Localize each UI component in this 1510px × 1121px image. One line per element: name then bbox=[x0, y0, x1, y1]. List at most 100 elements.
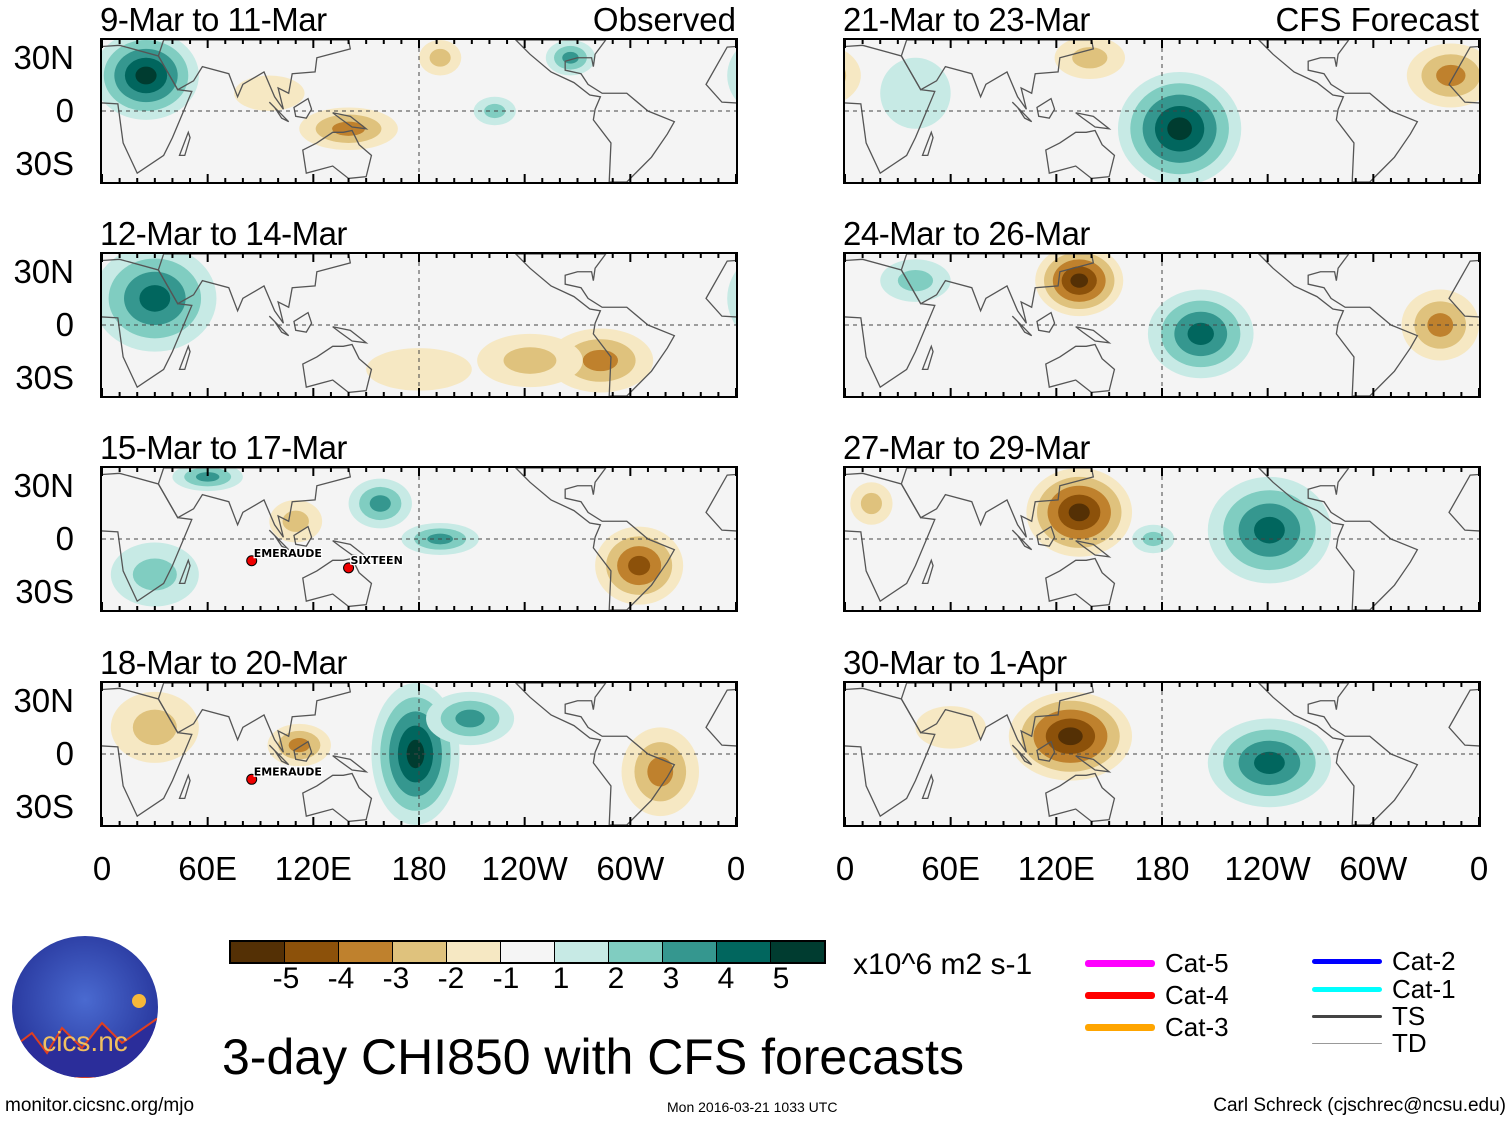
legend-line-icon bbox=[1312, 1015, 1382, 1018]
colorbar-tick: -5 bbox=[272, 962, 300, 995]
anomaly-contour bbox=[845, 69, 847, 82]
lat-label: 30S bbox=[15, 359, 74, 397]
lon-label: 60E bbox=[178, 850, 238, 887]
coastline bbox=[332, 540, 369, 558]
colorbar-units: x10^6 m2 s-1 bbox=[853, 948, 1033, 981]
coastline bbox=[1036, 740, 1056, 762]
coastline bbox=[921, 558, 934, 585]
legend-line-icon bbox=[1312, 959, 1382, 964]
coastline bbox=[845, 44, 936, 175]
colorbar-swatch bbox=[663, 942, 717, 962]
anomaly-map bbox=[100, 38, 738, 184]
coastline bbox=[921, 773, 934, 800]
coastline bbox=[293, 311, 313, 333]
map-panel: EMERAUDE bbox=[100, 681, 738, 827]
lat-label: 0 bbox=[55, 306, 74, 343]
legend-line-icon bbox=[1085, 1024, 1155, 1031]
lon-label: 60W bbox=[596, 850, 665, 887]
coastline bbox=[1075, 755, 1112, 773]
legend-item: Cat-4 bbox=[1085, 980, 1229, 1011]
coastline bbox=[332, 755, 369, 773]
coastline bbox=[1045, 557, 1116, 608]
map-panel bbox=[843, 252, 1481, 398]
lat-label: 30S bbox=[15, 573, 74, 611]
storm-marker[interactable]: EMERAUDE bbox=[246, 546, 323, 567]
colorbar-swatch bbox=[771, 942, 824, 962]
lon-label: 120E bbox=[274, 850, 352, 887]
coastline bbox=[1045, 343, 1116, 394]
legend-line-icon bbox=[1312, 987, 1382, 992]
lon-label: 120W bbox=[1224, 850, 1311, 887]
anomaly-contour bbox=[1070, 273, 1089, 288]
storm-label: EMERAUDE bbox=[254, 765, 322, 778]
anomaly-contour bbox=[1142, 531, 1164, 547]
anomaly-contour bbox=[139, 285, 171, 312]
lon-label: 60W bbox=[1339, 850, 1408, 887]
lon-label: 0 bbox=[835, 850, 855, 887]
lon-label: 0 bbox=[92, 850, 112, 887]
storm-marker[interactable]: SIXTEEN bbox=[343, 553, 404, 574]
legend-item: Cat-2 bbox=[1312, 946, 1456, 977]
anomaly-contour bbox=[132, 558, 177, 591]
footer-url[interactable]: monitor.cicsnc.org/mjo bbox=[5, 1095, 195, 1116]
lat-label: 30N bbox=[13, 466, 74, 504]
anomaly-map bbox=[100, 252, 738, 398]
coastline bbox=[845, 258, 936, 389]
coastline bbox=[102, 258, 193, 389]
figure-title: 3-day CHI850 with CFS forecasts bbox=[222, 1029, 964, 1085]
coastline bbox=[268, 315, 290, 337]
coastline bbox=[302, 557, 373, 608]
legend-label: Cat-5 bbox=[1165, 948, 1229, 978]
coastline bbox=[845, 687, 936, 818]
coastline bbox=[157, 254, 352, 324]
map-panel: EMERAUDE SIXTEEN bbox=[100, 466, 738, 612]
map-panel bbox=[843, 681, 1481, 827]
logo-text: cics.nc bbox=[42, 1026, 128, 1057]
anomaly-contour bbox=[1167, 117, 1192, 141]
coastline bbox=[178, 344, 191, 371]
legend-label: TD bbox=[1392, 1028, 1427, 1058]
coastline bbox=[102, 687, 193, 818]
coastline bbox=[1011, 315, 1033, 337]
anomaly-contour bbox=[845, 50, 861, 101]
coastline bbox=[332, 326, 369, 344]
coastline bbox=[1257, 468, 1419, 610]
storm-marker[interactable]: EMERAUDE bbox=[246, 764, 323, 785]
coastline bbox=[900, 254, 1095, 324]
coastline bbox=[900, 683, 1095, 753]
coastline bbox=[514, 254, 676, 396]
colorbar bbox=[229, 940, 826, 964]
anomaly-contour bbox=[135, 66, 157, 85]
legend-line-icon bbox=[1085, 960, 1155, 967]
legend-label: Cat-4 bbox=[1165, 980, 1229, 1010]
panel-title: 21-Mar to 23-Mar bbox=[843, 1, 1090, 38]
coastline bbox=[514, 683, 676, 825]
legend-line-icon bbox=[1312, 1042, 1382, 1045]
coastline bbox=[1448, 473, 1479, 532]
coastline bbox=[705, 688, 736, 747]
coastline bbox=[1075, 326, 1112, 344]
coastline bbox=[293, 740, 313, 762]
legend-item: Cat-1 bbox=[1312, 974, 1456, 1005]
coastline bbox=[705, 473, 736, 532]
colorbar-swatch bbox=[447, 942, 501, 962]
lat-label: 0 bbox=[55, 520, 74, 557]
anomaly-contour bbox=[582, 349, 619, 372]
legend-label: Cat-3 bbox=[1165, 1012, 1229, 1042]
coastline bbox=[178, 773, 191, 800]
coastline bbox=[302, 129, 373, 180]
coastline bbox=[900, 40, 1095, 110]
coastline bbox=[332, 112, 369, 130]
colorbar-tick: 2 bbox=[607, 962, 625, 995]
coastline bbox=[1075, 540, 1112, 558]
coastline bbox=[514, 40, 676, 182]
coastline bbox=[1448, 688, 1479, 747]
legend-item: TS bbox=[1312, 1001, 1425, 1032]
coastline bbox=[1011, 744, 1033, 766]
colorbar-swatch bbox=[339, 942, 393, 962]
coastline bbox=[293, 97, 313, 119]
lat-label: 30N bbox=[13, 681, 74, 719]
anomaly-contour bbox=[1254, 751, 1285, 774]
colorbar-tick: 3 bbox=[662, 962, 680, 995]
colorbar-swatch bbox=[717, 942, 771, 962]
